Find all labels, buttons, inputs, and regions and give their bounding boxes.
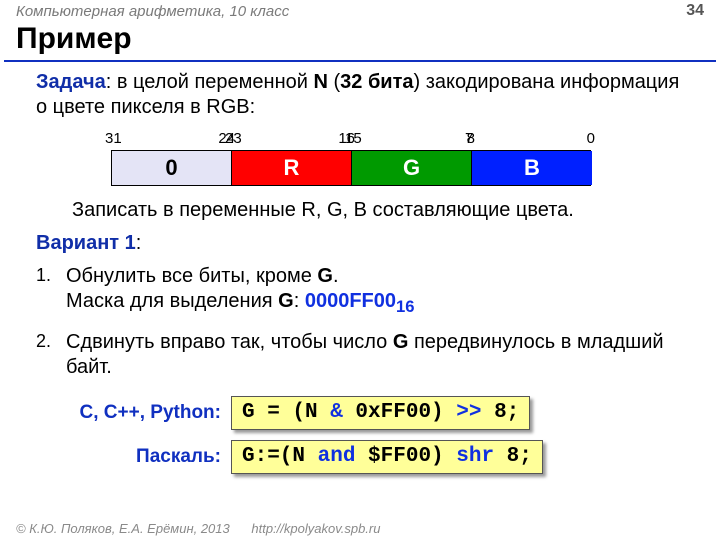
code-text: 8; xyxy=(494,445,532,468)
mask-subscript: 16 xyxy=(396,297,415,316)
bit-segment-G: G xyxy=(352,151,472,185)
variant-label: Вариант 1 xyxy=(36,232,136,254)
slide-header: Компьютерная арифметика, 10 класс 34 xyxy=(0,0,720,20)
step1c: . xyxy=(333,265,339,287)
bit-label: 0 xyxy=(587,130,595,149)
task-bits: 32 бита xyxy=(340,71,413,93)
bit-label-cell: 23 16 xyxy=(231,130,351,150)
step2b: G xyxy=(393,331,409,353)
page-number: 34 xyxy=(686,2,704,20)
bit-segment-B: B xyxy=(472,151,592,185)
slide-footer: © К.Ю. Поляков, Е.А. Ерёмин, 2013 http:/… xyxy=(16,521,380,536)
bit-segment-R: R xyxy=(232,151,352,185)
bit-labels: 31 24 23 16 15 8 7 0 xyxy=(111,130,591,150)
task-label: Задача xyxy=(36,71,106,93)
task-text2: ( xyxy=(328,71,340,93)
bit-label-cell: 7 0 xyxy=(471,130,591,150)
bit-label-cell: 15 8 xyxy=(351,130,471,150)
list-item: Обнулить все биты, кроме G. Маска для вы… xyxy=(36,264,688,318)
footer-copyright: © К.Ю. Поляков, Е.А. Ерёмин, 2013 xyxy=(16,521,230,536)
variant-colon: : xyxy=(136,232,142,254)
code-row-c: C, C++, Python: G = (N & 0xFF00) >> 8; xyxy=(36,396,688,430)
code-op-shr: >> xyxy=(456,401,481,424)
code-lang-c: C, C++, Python: xyxy=(36,401,231,425)
bit-label: 15 xyxy=(345,130,362,149)
variant-heading: Вариант 1: xyxy=(36,231,688,256)
bit-label: 7 xyxy=(465,130,473,149)
slide-body: Задача: в целой переменной N (32 бита) з… xyxy=(0,70,720,474)
steps-list: Обнулить все биты, кроме G. Маска для вы… xyxy=(36,264,688,380)
code-kw-shr: shr xyxy=(456,445,494,468)
footer-url: http://kpolyakov.spb.ru xyxy=(251,521,380,536)
mask-value: 0000FF00 xyxy=(305,290,396,312)
bit-row: 0 R G B xyxy=(111,150,591,186)
code-text: 8; xyxy=(481,401,519,424)
list-item: Сдвинуть вправо так, чтобы число G перед… xyxy=(36,330,688,380)
task-paragraph: Задача: в целой переменной N (32 бита) з… xyxy=(36,70,688,120)
step1f: : xyxy=(294,290,305,312)
code-lang-pascal: Паскаль: xyxy=(36,445,231,469)
title-rule xyxy=(4,60,716,62)
code-kw-and: and xyxy=(318,445,356,468)
code-op-and: & xyxy=(330,401,343,424)
bit-label-cell: 31 24 xyxy=(111,130,231,150)
bit-segment-0: 0 xyxy=(112,151,232,185)
code-text: G = (N xyxy=(242,401,330,424)
code-box-pascal: G:=(N and $FF00) shr 8; xyxy=(231,440,543,474)
bit-label: 31 xyxy=(105,130,122,149)
task-varN: N xyxy=(313,71,327,93)
slide-title: Пример xyxy=(0,20,720,60)
step1d: Маска для выделения xyxy=(66,290,278,312)
code-row-pascal: Паскаль: G:=(N and $FF00) shr 8; xyxy=(36,440,688,474)
code-text: G:=(N xyxy=(242,445,318,468)
course-name: Компьютерная арифметика, 10 класс xyxy=(16,3,289,20)
code-block: C, C++, Python: G = (N & 0xFF00) >> 8; П… xyxy=(36,396,688,475)
step2a: Сдвинуть вправо так, чтобы число xyxy=(66,331,393,353)
step1a: Обнулить все биты, кроме xyxy=(66,265,317,287)
step1b: G xyxy=(317,265,333,287)
task-text: : в целой переменной xyxy=(106,71,314,93)
code-text: 0xFF00) xyxy=(343,401,456,424)
step1e: G xyxy=(278,290,294,312)
task-tail: Записать в переменные R, G, B составляющ… xyxy=(72,198,688,223)
bit-label: 23 xyxy=(225,130,242,149)
code-text: $FF00) xyxy=(355,445,456,468)
bit-diagram: 31 24 23 16 15 8 7 0 0 R G xyxy=(36,130,688,186)
code-box-c: G = (N & 0xFF00) >> 8; xyxy=(231,396,530,430)
